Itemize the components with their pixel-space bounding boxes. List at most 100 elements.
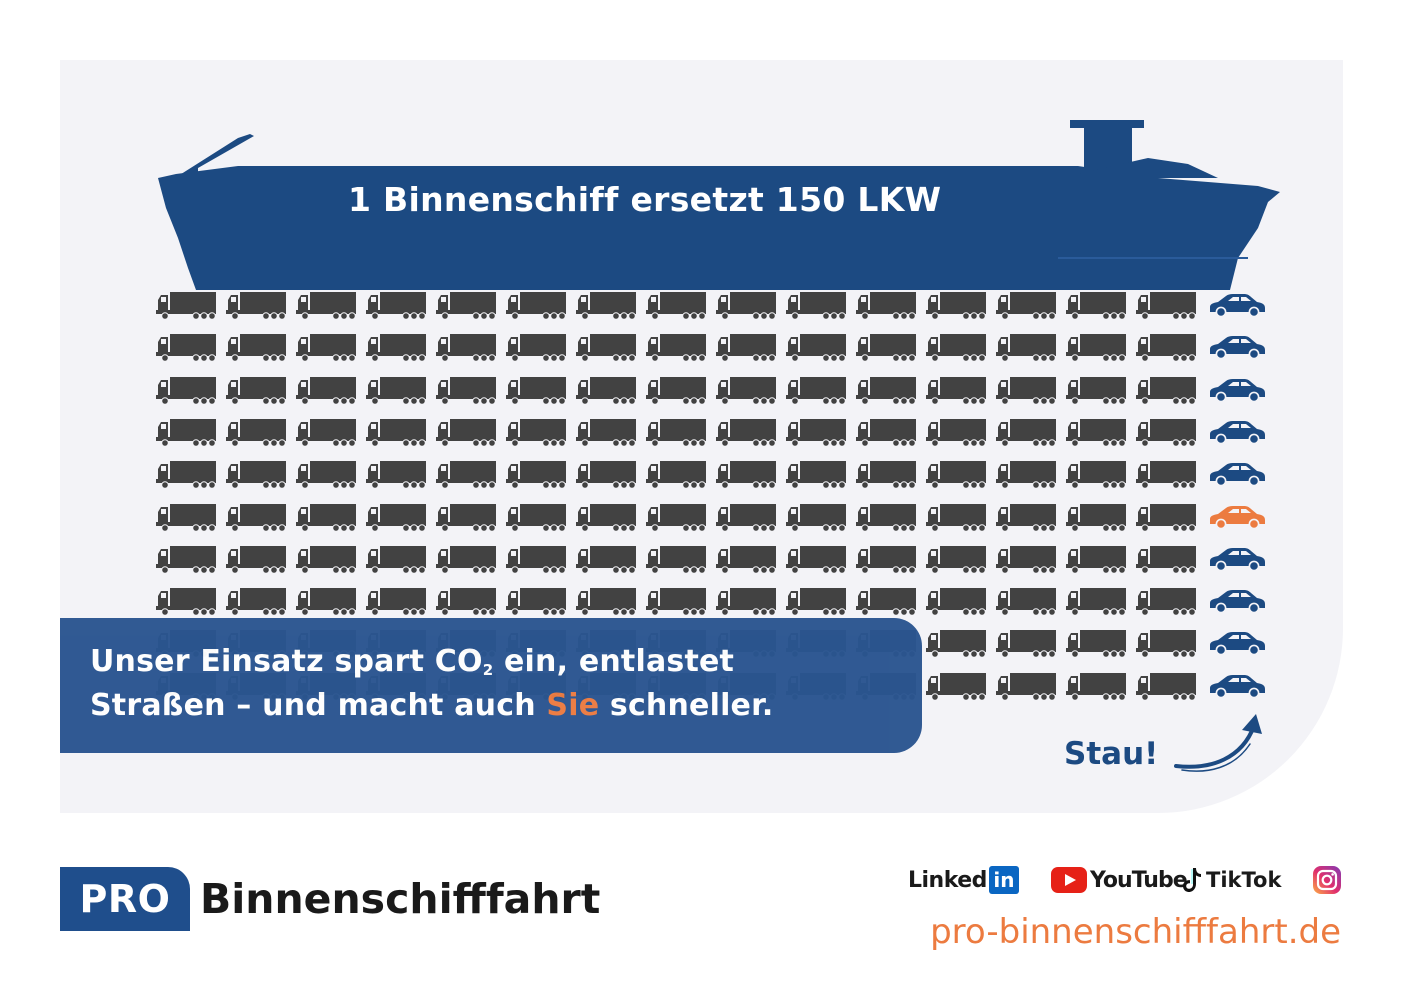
truck-icon xyxy=(926,502,988,532)
tiktok-link[interactable]: TikTok xyxy=(1182,862,1281,898)
truck-icon xyxy=(436,290,498,320)
truck-icon xyxy=(296,417,358,447)
truck-icon xyxy=(786,502,848,532)
instagram-link[interactable] xyxy=(1312,862,1342,898)
truck-icon xyxy=(156,332,218,363)
tiktok-icon xyxy=(1183,868,1201,892)
truck-icon xyxy=(156,290,218,320)
truck-icon xyxy=(996,671,1058,701)
truck-icon xyxy=(226,290,288,320)
truck-icon xyxy=(506,544,568,574)
truck-icon xyxy=(786,459,848,489)
truck-icon xyxy=(1066,586,1128,616)
truck-icon xyxy=(226,332,288,363)
truck-icon xyxy=(156,502,218,532)
linkedin-icon: in xyxy=(988,866,1019,894)
truck-icon xyxy=(296,375,358,405)
infographic-panel: 1 Binnenschiff ersetzt 150 LKW Unser Ein… xyxy=(60,60,1343,813)
truck-icon xyxy=(1066,417,1128,447)
truck-icon xyxy=(786,417,848,447)
instagram-icon xyxy=(1313,866,1341,894)
truck-icon xyxy=(1136,417,1198,447)
truck-icon xyxy=(576,502,638,532)
claim-box: Unser Einsatz spart CO2 ein, entlastet S… xyxy=(60,618,922,753)
truck-icon xyxy=(856,586,918,616)
truck-icon xyxy=(646,290,708,320)
curved-arrow-icon xyxy=(1174,714,1262,772)
fleet-grid xyxy=(156,290,1276,710)
claim-text: Unser Einsatz spart CO xyxy=(90,644,483,679)
truck-icon xyxy=(1066,459,1128,489)
truck-icon xyxy=(296,502,358,532)
truck-icon xyxy=(436,502,498,532)
truck-icon xyxy=(1066,628,1128,659)
co2-subscript: 2 xyxy=(482,661,494,679)
truck-icon xyxy=(506,290,568,320)
logo-wordmark: Binnenschifffahrt xyxy=(200,875,601,923)
linkedin-text: Linked xyxy=(908,867,987,893)
truck-icon xyxy=(786,586,848,616)
truck-icon xyxy=(996,628,1058,659)
truck-icon xyxy=(436,375,498,405)
truck-icon xyxy=(436,586,498,616)
truck-icon xyxy=(296,459,358,489)
truck-icon xyxy=(996,375,1058,405)
truck-icon xyxy=(926,459,988,489)
truck-icon xyxy=(226,459,288,489)
truck-icon xyxy=(1136,332,1198,363)
truck-icon xyxy=(366,290,428,320)
truck-icon xyxy=(156,544,218,574)
truck-icon xyxy=(786,290,848,320)
truck-icon xyxy=(226,502,288,532)
truck-icon xyxy=(156,459,218,489)
truck-icon xyxy=(1066,375,1128,405)
truck-icon xyxy=(996,544,1058,574)
truck-icon xyxy=(856,375,918,405)
truck-icon xyxy=(716,417,778,447)
car-icon xyxy=(1206,290,1268,320)
truck-icon xyxy=(1136,290,1198,320)
truck-icon xyxy=(996,332,1058,363)
truck-icon xyxy=(716,332,778,363)
truck-icon xyxy=(926,671,988,701)
truck-icon xyxy=(506,586,568,616)
truck-icon xyxy=(1066,332,1128,363)
truck-icon xyxy=(156,586,218,616)
truck-icon xyxy=(226,586,288,616)
car-icon xyxy=(1206,628,1268,658)
truck-icon xyxy=(576,417,638,447)
claim-text: schneller. xyxy=(599,688,774,723)
truck-icon xyxy=(716,290,778,320)
truck-icon xyxy=(646,502,708,532)
youtube-link[interactable]: YouTube xyxy=(1051,862,1188,898)
truck-icon xyxy=(786,332,848,363)
truck-icon xyxy=(786,375,848,405)
truck-icon xyxy=(926,332,988,363)
truck-icon xyxy=(1136,502,1198,532)
website-link[interactable]: pro-binnenschifffahrt.de xyxy=(930,912,1341,952)
truck-icon xyxy=(1066,290,1128,320)
claim-line-1: Unser Einsatz spart CO2 ein, entlastet xyxy=(90,644,734,679)
truck-icon xyxy=(926,544,988,574)
truck-icon xyxy=(716,502,778,532)
truck-icon xyxy=(646,332,708,363)
truck-icon xyxy=(506,502,568,532)
truck-icon xyxy=(226,544,288,574)
truck-icon xyxy=(226,417,288,447)
linkedin-link[interactable]: Linked in xyxy=(908,862,1019,898)
truck-icon xyxy=(1066,502,1128,532)
truck-icon xyxy=(1066,544,1128,574)
car-icon xyxy=(1206,502,1268,532)
truck-icon xyxy=(716,459,778,489)
truck-icon xyxy=(716,375,778,405)
car-icon xyxy=(1206,332,1268,362)
truck-icon xyxy=(926,417,988,447)
ship-icon xyxy=(158,120,1280,290)
truck-icon xyxy=(856,417,918,447)
truck-icon xyxy=(1136,628,1198,659)
truck-icon xyxy=(366,332,428,363)
truck-icon xyxy=(506,459,568,489)
truck-icon xyxy=(156,375,218,405)
truck-icon xyxy=(646,544,708,574)
truck-icon xyxy=(716,586,778,616)
